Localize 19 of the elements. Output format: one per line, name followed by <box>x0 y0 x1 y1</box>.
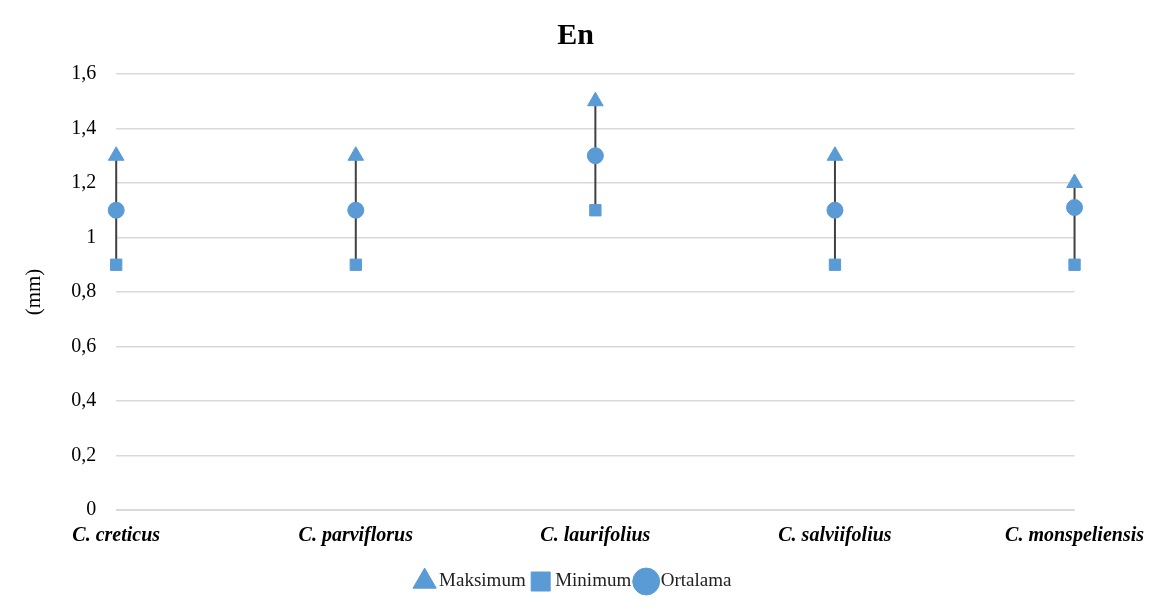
y-tick-label: 1,6 <box>71 61 97 84</box>
x-tick-label: C. parviflorus <box>298 523 414 547</box>
y-tick-label: 1,4 <box>71 115 97 138</box>
y-tick-label: 0,2 <box>71 442 97 465</box>
y-tick-label: 0,6 <box>71 333 97 356</box>
x-tick-label: C. creticus <box>72 523 161 546</box>
y-tick-label: 1 <box>86 224 97 247</box>
y-tick-label: 1,2 <box>71 170 97 193</box>
y-tick-label: 0 <box>86 497 97 520</box>
x-tick-label: C. monspeliensis <box>1005 523 1145 547</box>
y-axis-title: (mm) <box>21 268 46 316</box>
y-tick-label: 0,8 <box>71 279 97 302</box>
x-tick-label: C. salviifolius <box>778 523 892 547</box>
legend-label: Maksimum <box>439 569 526 591</box>
legend-label: Minimum <box>555 569 632 591</box>
x-tick-label: C. laurifolius <box>540 523 651 547</box>
legend-label: Ortalama <box>660 569 732 591</box>
chart-title: En <box>557 16 595 50</box>
y-tick-label: 0,4 <box>71 388 97 411</box>
